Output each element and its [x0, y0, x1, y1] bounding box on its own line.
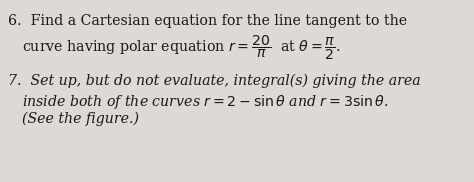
Text: inside both of the curves $r = 2 - \sin\theta$ and $r = 3\sin\theta$.: inside both of the curves $r = 2 - \sin\… — [22, 93, 389, 111]
Text: (See the figure.): (See the figure.) — [22, 112, 139, 126]
Text: 7.  Set up, but do not evaluate, integral(s) giving the area: 7. Set up, but do not evaluate, integral… — [8, 74, 420, 88]
Text: curve having polar equation $r = \dfrac{20}{\pi}$  at $\theta = \dfrac{\pi}{2}$.: curve having polar equation $r = \dfrac{… — [22, 34, 341, 62]
Text: 6.  Find a Cartesian equation for the line tangent to the: 6. Find a Cartesian equation for the lin… — [8, 14, 407, 28]
